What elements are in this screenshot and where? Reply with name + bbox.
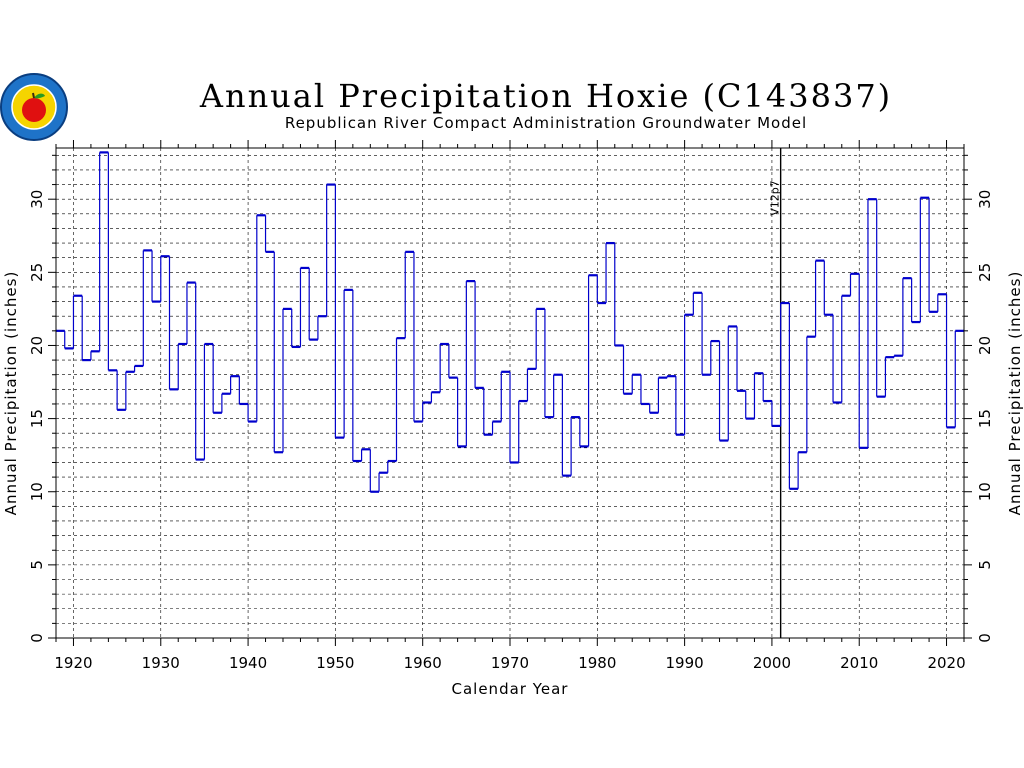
y-tick-label-right: 20	[976, 336, 994, 355]
x-axis-label: Calendar Year	[452, 680, 569, 698]
y-tick-label-left: 0	[28, 633, 46, 643]
y-tick-label-left: 25	[28, 263, 46, 282]
y-tick-label-right: 25	[976, 263, 994, 282]
x-tick-label: 1990	[666, 654, 704, 672]
y-tick-label-left: 5	[28, 560, 46, 570]
y-axis-label-right: Annual Precipitation (inches)	[1006, 271, 1024, 516]
x-tick-label: 1950	[316, 654, 354, 672]
y-tick-label-left: 15	[28, 409, 46, 428]
rrca-logo	[0, 73, 68, 141]
x-tick-label: 1920	[54, 654, 92, 672]
y-tick-label-right: 5	[976, 560, 994, 570]
version-marker-label: V12p7	[769, 180, 782, 216]
chart-subtitle: Republican River Compact Administration …	[285, 114, 807, 132]
leaf-icon	[34, 93, 45, 99]
y-tick-label-right: 30	[976, 190, 994, 209]
series-precipitation	[56, 151, 964, 493]
x-tick-label: 2010	[840, 654, 878, 672]
y-tick-label-right: 15	[976, 409, 994, 428]
y-tick-label-left: 10	[28, 482, 46, 501]
y-axis-label-left: Annual Precipitation (inches)	[2, 271, 20, 516]
chart-title: Annual Precipitation Hoxie (C143837)	[199, 77, 892, 115]
apple-icon	[22, 98, 46, 122]
y-tick-label-right: 10	[976, 482, 994, 501]
y-tick-label-right: 0	[976, 633, 994, 643]
marker-line-group: V12p7	[769, 148, 782, 638]
x-tick-label: 1930	[142, 654, 180, 672]
x-tick-label: 1940	[229, 654, 267, 672]
y-tick-label-left: 30	[28, 190, 46, 209]
apple-stem	[32, 92, 35, 99]
y-tick-label-left: 20	[28, 336, 46, 355]
x-tick-label: 2000	[753, 654, 791, 672]
x-tick-label: 1960	[404, 654, 442, 672]
x-tick-label: 2020	[927, 654, 965, 672]
grid	[56, 148, 964, 638]
x-tick-label: 1980	[578, 654, 616, 672]
x-tick-label: 1970	[491, 654, 529, 672]
